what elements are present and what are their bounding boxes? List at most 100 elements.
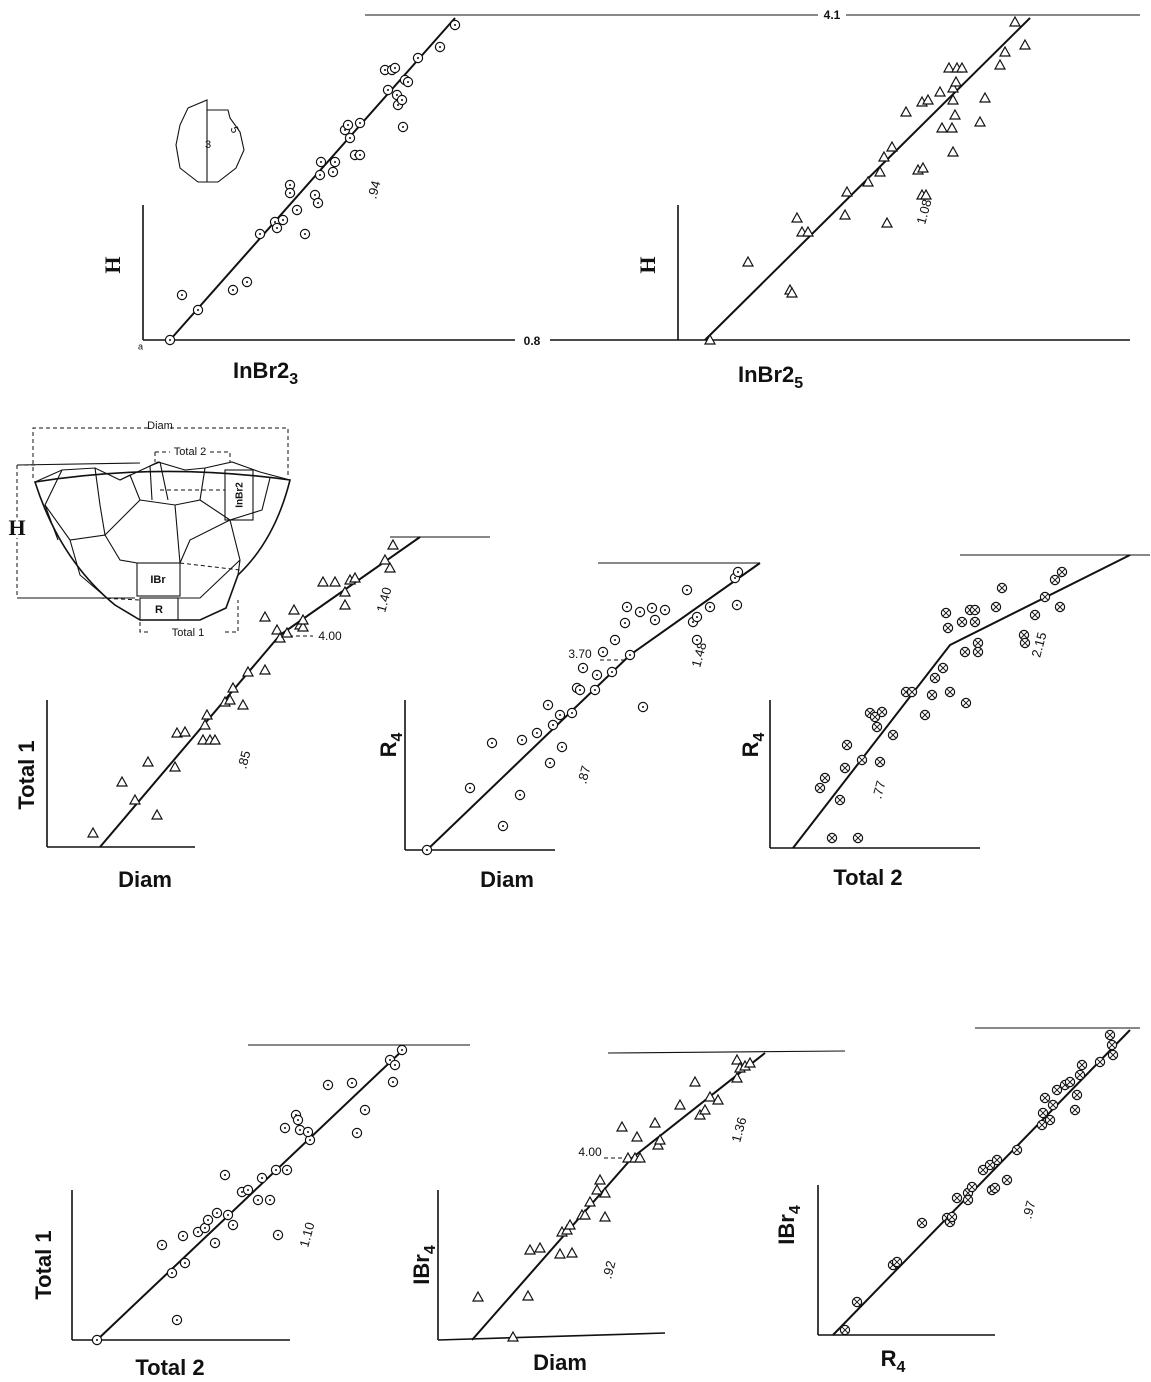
data-point (1030, 610, 1039, 619)
data-point (202, 710, 212, 719)
marker-dot (286, 1169, 288, 1171)
marker-dot (692, 621, 694, 623)
data-point (872, 722, 881, 731)
data-point (857, 755, 866, 764)
data-point (355, 118, 364, 127)
marker-shape (995, 60, 1005, 69)
marker-shape (948, 147, 958, 156)
data-point (238, 700, 248, 709)
marker-dot (169, 339, 171, 341)
data-point (157, 1240, 166, 1249)
data-point (945, 687, 954, 696)
marker-dot (289, 184, 291, 186)
marker-shape (975, 117, 985, 126)
data-point (907, 687, 916, 696)
data-point (210, 1238, 219, 1247)
data-point (220, 1170, 229, 1179)
data-point (316, 157, 325, 166)
data-point (690, 1077, 700, 1086)
marker-dot (397, 104, 399, 106)
data-point (948, 147, 958, 156)
marker-dot (246, 281, 248, 283)
marker-shape (260, 612, 270, 621)
data-point (535, 1243, 545, 1252)
marker-shape (289, 605, 299, 614)
data-point (1048, 1100, 1057, 1109)
marker-shape (980, 93, 990, 102)
data-point (595, 1175, 605, 1184)
marker-dot (356, 1132, 358, 1134)
data-point (1040, 1093, 1049, 1102)
marker-shape (632, 1132, 642, 1141)
marker-dot (536, 732, 538, 734)
data-point (178, 1231, 187, 1240)
data-point (1055, 602, 1064, 611)
marker-dot (184, 1262, 186, 1264)
data-point (732, 1055, 742, 1064)
slope-label: .77 (869, 779, 888, 800)
marker-shape (1000, 47, 1010, 56)
marker-dot (320, 161, 322, 163)
data-point (313, 198, 322, 207)
y-label-text: IBr (409, 1254, 434, 1285)
data-point (293, 1115, 302, 1124)
marker-dot (594, 689, 596, 691)
data-point (525, 1245, 535, 1254)
marker-dot (161, 1244, 163, 1246)
data-point (852, 1297, 861, 1306)
data-point (397, 1045, 406, 1054)
y-label: IBr4 (409, 1245, 439, 1285)
data-point (901, 107, 911, 116)
marker-dot (181, 294, 183, 296)
marker-shape (879, 152, 889, 161)
data-point (257, 1173, 266, 1182)
marker-shape (690, 1077, 700, 1086)
marker-shape (675, 1100, 685, 1109)
x-label: InBr25 (738, 362, 803, 392)
marker-dot (394, 67, 396, 69)
marker-dot (216, 1212, 218, 1214)
data-point (1065, 1077, 1074, 1086)
marker-shape (88, 828, 98, 837)
data-point (1040, 592, 1049, 601)
marker-shape (523, 1291, 533, 1300)
data-point (545, 758, 554, 767)
data-point (273, 1230, 282, 1239)
data-point (990, 1183, 999, 1192)
marker-dot (402, 126, 404, 128)
data-point (292, 205, 301, 214)
data-point (647, 603, 656, 612)
data-point (991, 602, 1000, 611)
marker-dot (389, 1059, 391, 1061)
slope-label: 1.40 (373, 586, 394, 614)
data-point (835, 795, 844, 804)
data-point (575, 685, 584, 694)
data-point (1077, 1060, 1086, 1069)
marker-dot (299, 1129, 301, 1131)
data-point (515, 790, 524, 799)
marker-dot (359, 122, 361, 124)
marker-dot (232, 1224, 234, 1226)
data-point (193, 305, 202, 314)
data-point (465, 783, 474, 792)
marker-dot (602, 651, 604, 653)
marker-dot (401, 99, 403, 101)
marker-dot (614, 639, 616, 641)
marker-dot (197, 1231, 199, 1233)
marker-dot (736, 604, 738, 606)
slope-label: 1.10 (296, 1221, 317, 1249)
data-point (315, 170, 324, 179)
data-point (875, 757, 884, 766)
y-label-sub: 4 (389, 733, 406, 742)
icon: 3 5 (176, 100, 244, 182)
data-point (143, 757, 153, 766)
data-point (508, 1332, 518, 1341)
data-point (973, 638, 982, 647)
marker-dot (327, 1084, 329, 1086)
slope-label: .87 (574, 764, 593, 785)
data-point (272, 223, 281, 232)
fit-line (472, 1053, 765, 1340)
marker-shape (840, 210, 850, 219)
top-line (608, 1051, 845, 1053)
marker-dot (274, 221, 276, 223)
